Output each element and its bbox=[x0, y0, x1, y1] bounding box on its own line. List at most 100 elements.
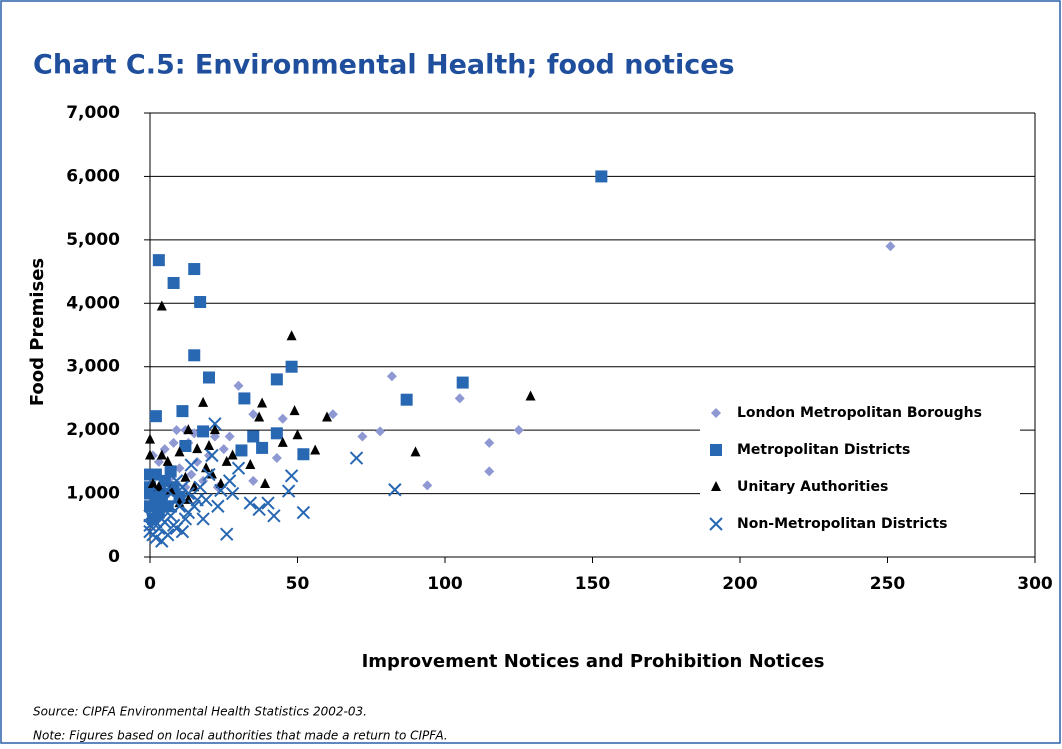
cross-point bbox=[388, 483, 402, 497]
square-point bbox=[456, 376, 469, 389]
cross-point bbox=[205, 448, 219, 463]
cross-point bbox=[146, 502, 160, 517]
chart-title: Chart C.5: Environmental Health; food no… bbox=[33, 50, 735, 81]
square-point bbox=[167, 276, 180, 289]
x-axis-label: Improvement Notices and Prohibition Noti… bbox=[362, 651, 825, 672]
square-point bbox=[285, 360, 298, 373]
diamond-point bbox=[224, 431, 235, 442]
legend-box bbox=[700, 393, 1020, 543]
y-tick-label: 2,000 bbox=[66, 420, 120, 440]
cross-point bbox=[158, 515, 172, 529]
cross-point bbox=[208, 417, 222, 431]
cross-point bbox=[193, 480, 207, 494]
triangle-point bbox=[310, 444, 321, 455]
cross-point bbox=[219, 527, 234, 541]
diamond-point bbox=[513, 425, 524, 436]
legend-marker bbox=[711, 408, 721, 418]
triangle-point bbox=[183, 424, 194, 435]
triangle-point bbox=[277, 436, 288, 447]
square-point bbox=[235, 444, 248, 457]
diamond-point bbox=[204, 450, 214, 461]
cross-point bbox=[163, 499, 178, 513]
cross-point bbox=[160, 483, 175, 498]
triangle-point bbox=[180, 471, 191, 482]
diamond-point bbox=[174, 463, 185, 474]
legend-marker bbox=[709, 517, 723, 531]
cross-point bbox=[196, 512, 210, 526]
square-point bbox=[270, 373, 283, 386]
diamond-point bbox=[422, 480, 433, 491]
square-point bbox=[152, 254, 165, 267]
square-point bbox=[270, 427, 283, 440]
triangle-point bbox=[245, 459, 256, 470]
square-point bbox=[297, 448, 310, 461]
legend-label: London Metropolitan Boroughs bbox=[737, 405, 982, 421]
square-point bbox=[149, 410, 162, 423]
cross-point bbox=[190, 493, 204, 507]
cross-point bbox=[225, 486, 240, 501]
cross-point bbox=[214, 483, 228, 498]
diamond-point bbox=[248, 475, 259, 486]
square-point bbox=[164, 465, 177, 478]
cross-point bbox=[261, 496, 275, 510]
cross-point bbox=[296, 505, 311, 520]
diamond-point bbox=[454, 393, 465, 404]
square-point bbox=[197, 425, 210, 438]
legend-label: Non-Metropolitan Districts bbox=[737, 516, 947, 532]
square-point bbox=[152, 506, 165, 519]
triangle-point bbox=[153, 481, 164, 492]
triangle-point bbox=[221, 455, 232, 466]
note: Note: Figures based on local authorities… bbox=[33, 729, 448, 743]
y-tick-label: 4,000 bbox=[66, 293, 120, 313]
x-tick-label: 300 bbox=[1017, 574, 1053, 594]
cross-point bbox=[202, 467, 216, 482]
triangle-point bbox=[145, 449, 155, 460]
square-point bbox=[188, 349, 201, 362]
triangle-point bbox=[410, 446, 421, 457]
diamond-point bbox=[386, 371, 397, 382]
cross-point bbox=[152, 486, 166, 501]
triangle-point bbox=[525, 390, 536, 401]
cross-point bbox=[149, 531, 163, 545]
triangle-point bbox=[147, 478, 158, 489]
x-tick-label: 100 bbox=[427, 574, 463, 594]
triangle-point bbox=[254, 411, 265, 422]
cross-point bbox=[211, 499, 225, 513]
cross-point bbox=[175, 480, 190, 494]
diamond-point bbox=[357, 431, 368, 442]
triangle-point bbox=[257, 397, 268, 408]
legend-label: Metropolitan Districts bbox=[737, 442, 910, 458]
square-point bbox=[179, 440, 192, 452]
diamond-point bbox=[233, 380, 244, 391]
triangle-point bbox=[162, 455, 173, 466]
y-tick-label: 7,000 bbox=[66, 103, 120, 123]
square-point bbox=[595, 170, 608, 183]
cross-point bbox=[252, 502, 266, 517]
square-point bbox=[256, 441, 269, 454]
y-axis-label: Food Premises bbox=[27, 258, 48, 406]
square-point bbox=[173, 490, 186, 503]
y-tick-label: 6,000 bbox=[66, 166, 120, 186]
triangle-point bbox=[156, 300, 167, 311]
triangle-point bbox=[156, 449, 167, 460]
square-point bbox=[188, 263, 201, 276]
x-tick-label: 50 bbox=[286, 574, 310, 594]
y-tick-label: 1,000 bbox=[66, 484, 120, 504]
triangle-point bbox=[174, 446, 185, 457]
square-point bbox=[194, 296, 207, 309]
diamond-point bbox=[484, 437, 495, 448]
cross-point bbox=[181, 505, 196, 520]
x-tick-label: 250 bbox=[870, 574, 906, 594]
cross-point bbox=[231, 461, 246, 475]
diamond-point bbox=[484, 466, 495, 477]
triangle-point bbox=[198, 396, 209, 407]
diamond-point bbox=[327, 409, 338, 420]
y-tick-label: 3,000 bbox=[66, 357, 120, 377]
diamond-point bbox=[192, 456, 203, 467]
diamond-point bbox=[186, 469, 197, 480]
square-point bbox=[176, 405, 189, 418]
diamond-point bbox=[375, 426, 386, 437]
diamond-point bbox=[271, 453, 282, 464]
